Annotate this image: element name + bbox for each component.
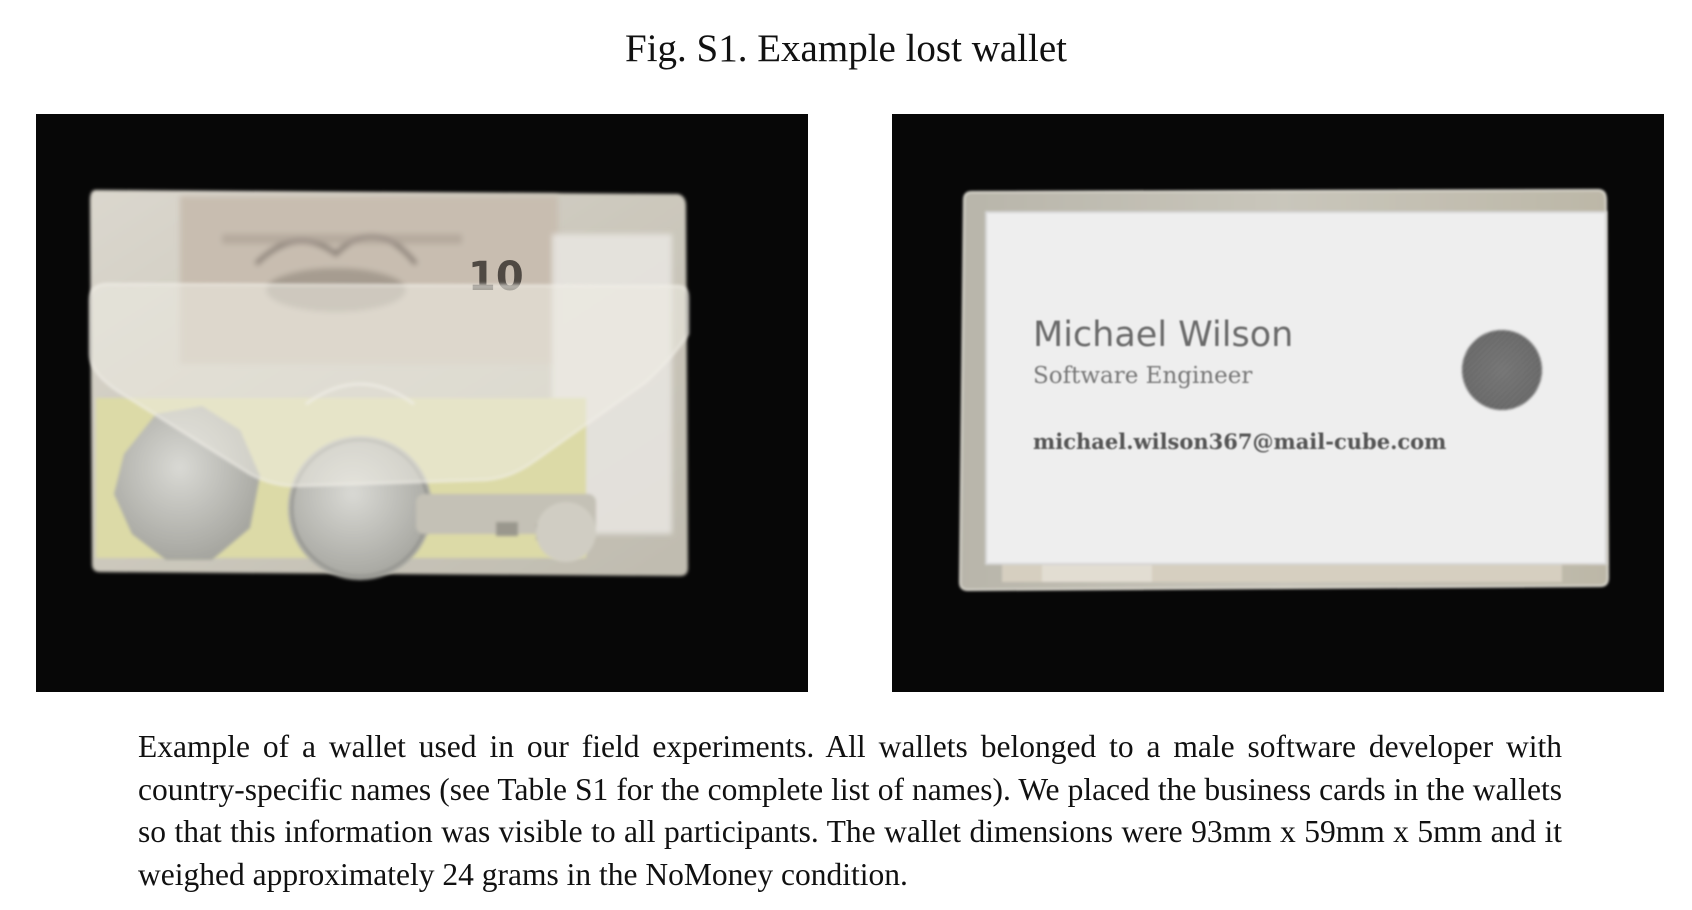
- wallet-flap: [89, 282, 689, 488]
- card-email: michael.wilson367@mail-cube.com: [1033, 429, 1446, 454]
- key: [416, 494, 596, 562]
- wallet-back-photo: 10: [36, 114, 808, 692]
- card-logo: [1462, 330, 1542, 410]
- figure-title: Fig. S1. Example lost wallet: [625, 27, 1067, 70]
- card-name: Michael Wilson: [1033, 315, 1293, 355]
- wallet-front-photo: Michael Wilson Software Engineer michael…: [892, 114, 1664, 692]
- figure-caption: Example of a wallet used in our field ex…: [138, 729, 1562, 892]
- card-job-title: Software Engineer: [1033, 363, 1252, 389]
